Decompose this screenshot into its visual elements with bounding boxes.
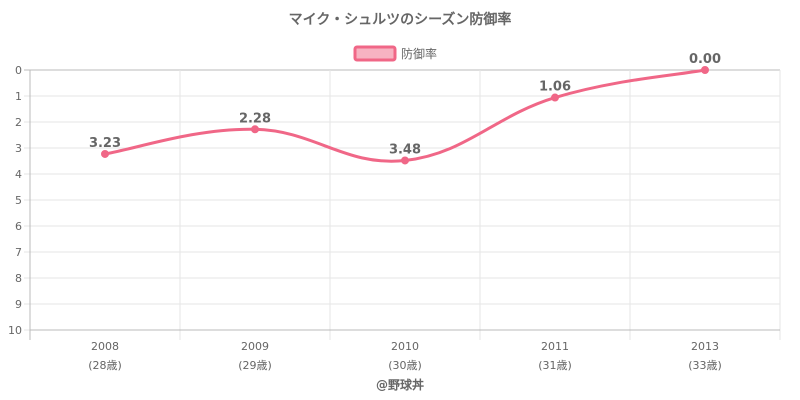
legend[interactable]: 防御率 — [353, 45, 437, 62]
data-label: 1.06 — [539, 80, 571, 95]
x-tick-label: 2011 — [541, 340, 569, 353]
x-tick-label: 2013 — [691, 340, 719, 353]
y-axis-ticks: 0 1 2 3 4 5 6 7 8 9 10 — [8, 64, 22, 337]
x-tick-sublabel: (33歳) — [688, 359, 722, 372]
y-tick-label: 3 — [15, 142, 22, 155]
y-tick-label: 10 — [8, 324, 22, 337]
legend-swatch — [353, 45, 397, 62]
data-label: 3.23 — [89, 136, 121, 151]
x-tick-label: 2009 — [241, 340, 269, 353]
data-label: 3.48 — [389, 142, 421, 157]
y-tick-label: 2 — [15, 116, 22, 129]
y-tick-label: 8 — [15, 272, 22, 285]
data-point[interactable] — [101, 149, 109, 158]
y-tick-label: 9 — [15, 298, 22, 311]
x-tick-sublabel: (29歳) — [238, 359, 272, 372]
data-point[interactable] — [251, 125, 259, 134]
y-tick-label: 0 — [15, 64, 22, 77]
y-tick-label: 5 — [15, 194, 22, 207]
legend-label: 防御率 — [401, 46, 437, 61]
credit: @野球丼 — [376, 377, 424, 392]
data-point[interactable] — [401, 156, 409, 165]
y-tick-label: 6 — [15, 220, 22, 233]
x-tick-label: 2010 — [391, 340, 419, 353]
data-points — [101, 66, 709, 165]
x-tick-sublabel: (31歳) — [538, 359, 572, 372]
grid — [24, 69, 781, 340]
data-label: 0.00 — [689, 52, 721, 67]
data-labels: 3.23 2.28 3.48 1.06 0.00 — [89, 52, 721, 157]
data-point[interactable] — [701, 66, 709, 74]
x-tick-sublabel: (28歳) — [88, 359, 122, 372]
y-tick-label: 1 — [15, 90, 22, 103]
y-tick-label: 7 — [15, 246, 22, 259]
x-axis-ticks: 2008 (28歳) 2009 (29歳) 2010 (30歳) 2011 (31歳) 2013… — [88, 340, 722, 372]
data-label: 2.28 — [239, 111, 271, 126]
chart-title: マイク・シュルツのシーズン防御率 — [289, 11, 512, 28]
data-point[interactable] — [551, 93, 559, 102]
x-tick-sublabel: (30歳) — [388, 359, 422, 372]
y-tick-label: 4 — [15, 168, 22, 181]
x-tick-label: 2008 — [91, 340, 119, 353]
